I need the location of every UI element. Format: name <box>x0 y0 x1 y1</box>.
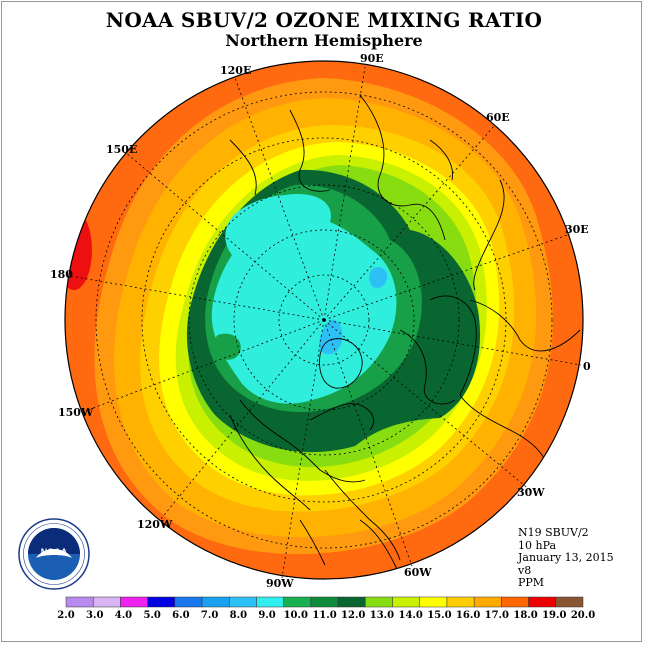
colorbar-label: 7.0 <box>201 610 218 621</box>
info-version: v8 <box>518 563 532 577</box>
colorbar-label: 17.0 <box>485 610 509 621</box>
figure-frame <box>1 1 642 642</box>
colorbar-swatch <box>174 596 203 608</box>
colorbar-label: 14.0 <box>398 610 422 621</box>
longitude-label-60e: 60E <box>486 111 510 124</box>
colorbar-swatch <box>92 596 121 608</box>
contour-band-8 <box>319 319 343 355</box>
info-pressure: 10 hPa <box>518 538 557 552</box>
colorbar-label: 18.0 <box>513 610 537 621</box>
colorbar-label: 19.0 <box>542 610 566 621</box>
colorbar-swatch <box>310 596 339 608</box>
colorbar-swatch <box>256 596 284 608</box>
colorbar-label: 8.0 <box>230 610 247 621</box>
colorbar-label: 16.0 <box>456 610 480 621</box>
coastlines <box>229 94 581 579</box>
longitude-label-150e: 150E <box>106 143 138 156</box>
contour-band-8b <box>369 266 388 288</box>
logo-text: NOAA <box>41 547 68 557</box>
colorbar-swatch <box>473 596 502 608</box>
longitude-label-120w: 120W <box>137 518 173 531</box>
colorbar-label: 12.0 <box>341 610 365 621</box>
colorbar-label: 5.0 <box>143 610 160 621</box>
longitude-label-0: 0 <box>583 360 591 373</box>
longitude-label-30w: 30W <box>517 486 545 499</box>
colorbar-swatch <box>229 596 257 608</box>
colorbar-label: 6.0 <box>172 610 189 621</box>
colorbar-swatch <box>392 596 420 608</box>
colorbar-label: 15.0 <box>427 610 451 621</box>
colorbar-label: 10.0 <box>284 610 308 621</box>
longitude-label-60w: 60W <box>404 566 432 579</box>
colorbar-swatch <box>365 596 393 608</box>
colorbar-label: 20.0 <box>571 610 595 621</box>
colorbar-label: 9.0 <box>258 610 275 621</box>
colorbar-swatch <box>65 596 94 608</box>
colorbar-swatch <box>555 596 584 608</box>
colorbar-label: 2.0 <box>57 610 74 621</box>
colorbar-label: 4.0 <box>115 610 132 621</box>
colorbar-swatch <box>337 596 366 608</box>
longitude-label-90w: 90W <box>266 577 294 590</box>
info-date: January 13, 2015 <box>518 551 614 564</box>
info-block: N19 SBUV/2 10 hPa January 13, 2015 v8 PP… <box>518 526 614 590</box>
colorbar-swatch <box>528 596 557 608</box>
info-units: PPM <box>518 576 545 589</box>
colorbar-swatch <box>283 596 312 608</box>
info-satellite: N19 SBUV/2 <box>518 526 589 539</box>
colorbar-swatch <box>419 596 448 608</box>
colorbar-label: 13.0 <box>370 610 394 621</box>
colorbar-swatch <box>147 596 176 608</box>
longitude-label-90e: 90E <box>360 52 384 65</box>
longitude-label-150w: 150W <box>58 406 94 419</box>
longitude-label-120e: 120E <box>220 64 252 77</box>
colorbar-swatch <box>201 596 230 608</box>
contour-band-9b <box>254 221 282 248</box>
colorbar-swatch <box>501 596 529 608</box>
longitude-label-30e: 30E <box>565 223 589 236</box>
noaa-logo: NOAA <box>18 518 90 590</box>
longitude-label-180: 180 <box>50 268 73 281</box>
colorbar-swatch <box>120 596 148 608</box>
contour-band-10b <box>213 333 241 360</box>
map-title: NOAA SBUV/2 OZONE MIXING RATIO <box>105 8 543 32</box>
map-boundary <box>64 60 584 580</box>
contour-band-9 <box>211 194 397 404</box>
colorbar-label: 3.0 <box>86 610 103 621</box>
graticule <box>69 66 582 579</box>
colorbar-swatch <box>446 596 475 608</box>
colorbar-label: 11.0 <box>312 610 336 621</box>
map-subtitle: Northern Hemisphere <box>225 31 423 50</box>
